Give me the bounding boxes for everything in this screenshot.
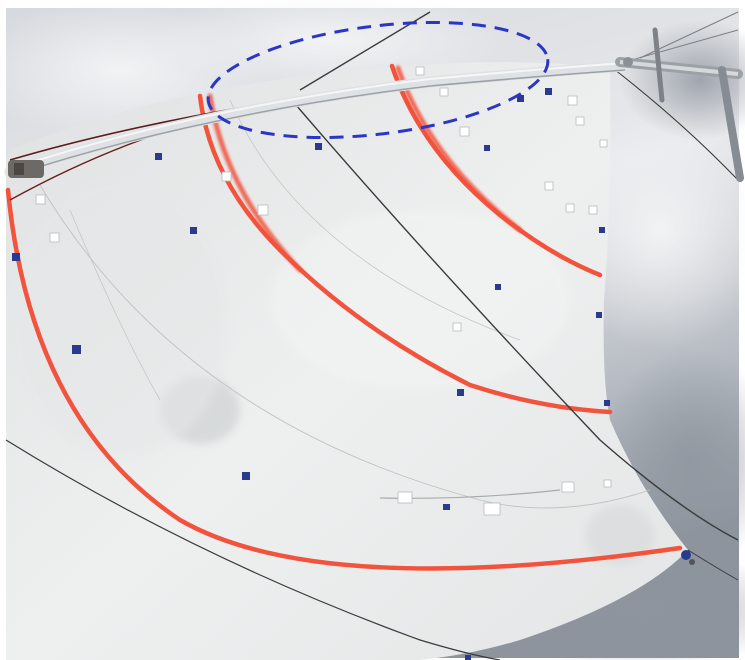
sensor-patch (565, 203, 575, 213)
spinnaker-pole (4, 60, 631, 178)
tell-tale (604, 400, 610, 406)
rigging-line (5, 439, 501, 660)
stripe-outer (5, 187, 683, 571)
sail-seam (39, 184, 651, 509)
sensor-patch (567, 95, 578, 106)
sensor-patch (483, 502, 501, 516)
tell-tale (484, 145, 490, 151)
sensor-patch (544, 181, 554, 191)
sensor-patch (603, 479, 612, 488)
rigging-line (299, 11, 431, 91)
sensor-patch (49, 232, 60, 243)
tell-tale (12, 253, 20, 261)
sail-highlight (270, 210, 570, 390)
sail-seam (69, 209, 161, 401)
tell-tale (465, 655, 471, 660)
tell-tales (12, 88, 610, 660)
sensor-patch (257, 204, 269, 216)
sensor-patches (35, 66, 612, 516)
sensor-patch (588, 205, 598, 215)
tell-tale (242, 472, 250, 480)
rigging (5, 11, 739, 660)
sail-shadow (586, 505, 654, 565)
rigging-line (289, 97, 739, 541)
sail-shadow (10, 180, 230, 460)
rigging-line (609, 65, 739, 181)
rigging-line (687, 549, 739, 581)
mast (615, 27, 744, 182)
pole-end-fitting (8, 160, 44, 178)
sensor-patch (452, 322, 462, 332)
tell-tale (457, 389, 464, 396)
highlight-ellipse (206, 20, 550, 140)
sensor-patch (35, 194, 46, 205)
tell-tale (545, 88, 552, 95)
tell-tale (517, 95, 524, 102)
sensor-patch (221, 171, 232, 182)
sail-seam (229, 99, 521, 341)
sensor-patch (459, 126, 470, 137)
tell-tale (72, 345, 81, 354)
clew-fitting (681, 550, 695, 565)
tell-tale (155, 153, 162, 160)
sail (6, 62, 688, 660)
sensor-patch (439, 87, 449, 97)
sensor-patch (599, 139, 608, 148)
sensor-patch (415, 66, 425, 76)
tell-tale (495, 284, 501, 290)
tell-tale (443, 504, 450, 510)
sensor-patch (561, 481, 575, 493)
sensor-patch (397, 491, 413, 504)
tell-tale (596, 312, 602, 318)
tell-tale (599, 227, 605, 233)
tell-tale (315, 143, 322, 150)
tell-tale (190, 227, 197, 234)
sensor-patch (575, 116, 585, 126)
